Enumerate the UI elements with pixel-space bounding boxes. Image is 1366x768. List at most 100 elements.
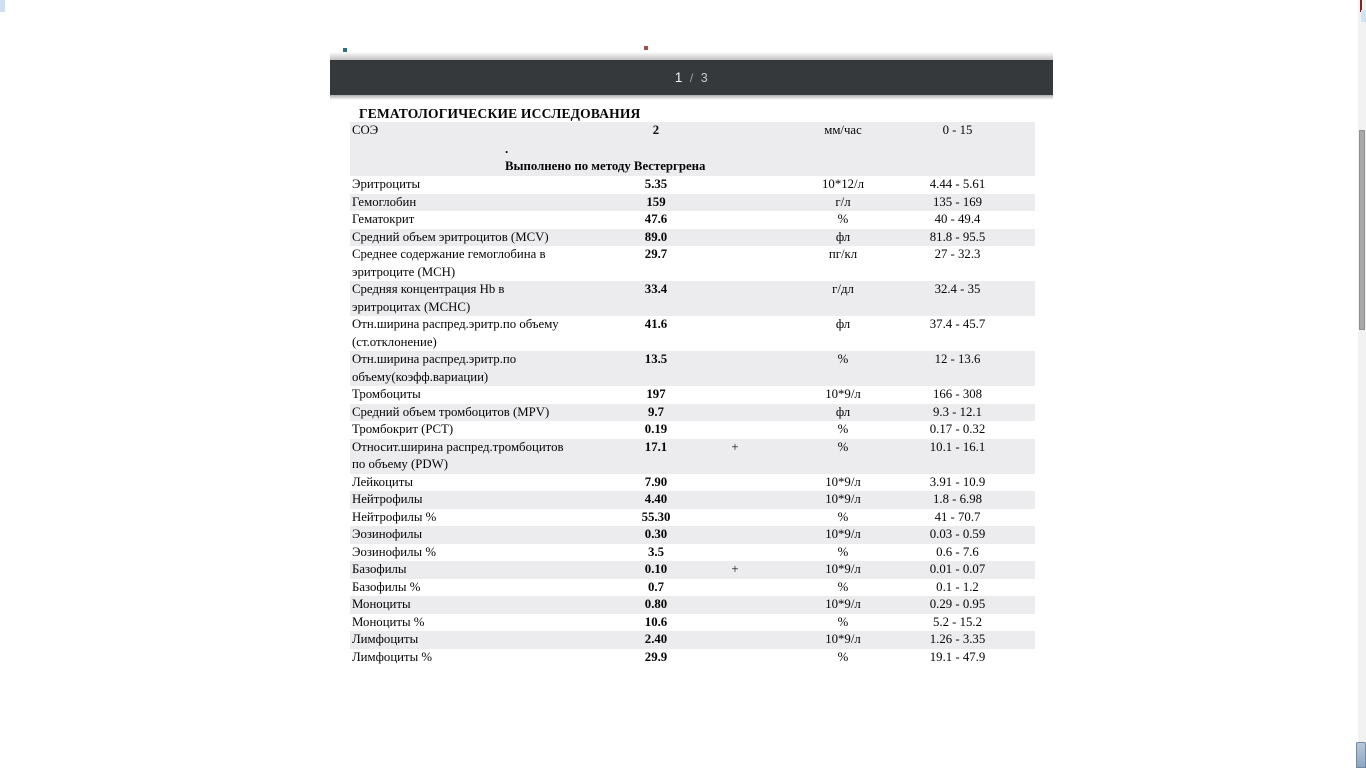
cell-parameter: Тромбоциты xyxy=(352,387,421,401)
cell-value: 47.6 xyxy=(644,212,668,226)
cell-flag xyxy=(726,404,744,422)
cell-value: 89.0 xyxy=(644,229,668,244)
cell-value: 3.5 xyxy=(648,544,664,559)
cell-unit: пг/кл xyxy=(828,247,858,261)
cell-value: 5.35 xyxy=(644,177,668,191)
page-top-edge xyxy=(330,52,1053,60)
cell-flag xyxy=(726,246,744,281)
cell-parameter: Лейкоциты xyxy=(352,474,413,489)
cell-unit: % xyxy=(837,352,849,366)
cell-range: 0.17 - 0.32 xyxy=(929,422,986,436)
cell-unit: % xyxy=(837,439,849,454)
table-row: Отн.ширина распред.эритр.по объему (ст.о… xyxy=(350,316,1035,351)
cell-value: 2.40 xyxy=(644,632,668,646)
cell-range: 1.26 - 3.35 xyxy=(929,632,986,646)
cell-range: 32.4 - 35 xyxy=(934,282,981,296)
cell-range: 135 - 169 xyxy=(932,194,983,209)
cell-parameter: Нейтрофилы xyxy=(352,492,423,506)
table-row: Лимфоциты 2.40 10*9/л 1.26 - 3.35 xyxy=(350,631,1035,649)
cell-flag: + xyxy=(731,562,739,576)
cell-unit: 10*9/л xyxy=(825,474,861,489)
cell-parameter: Гемоглобин xyxy=(352,194,417,209)
artifact-dot-teal xyxy=(343,48,347,52)
cell-flag xyxy=(726,194,744,212)
cell-range: 9.3 - 12.1 xyxy=(932,404,983,419)
cell-range: 19.1 - 47.9 xyxy=(929,649,986,664)
cell-range: 0.01 - 0.07 xyxy=(929,562,986,576)
toolbar-shadow xyxy=(330,95,1053,100)
cell-value: 55.30 xyxy=(641,509,671,524)
scrollbar-top-chip xyxy=(1361,10,1366,22)
scrollbar-bottom-button[interactable] xyxy=(1356,742,1366,768)
cell-range: 0.29 - 0.95 xyxy=(929,597,986,611)
cell-parameter: Моноциты % xyxy=(352,614,425,629)
cell-range: 3.91 - 10.9 xyxy=(929,474,986,489)
cell-parameter: Моноциты xyxy=(352,597,411,611)
cell-unit: 10*9/л xyxy=(825,387,861,401)
cell-value: 0.10 xyxy=(644,562,668,576)
table-row: Эозинофилы 0.30 10*9/л 0.03 - 0.59 xyxy=(350,526,1035,544)
cell-flag xyxy=(726,491,744,509)
cell-unit: 10*9/л xyxy=(825,527,861,541)
page-total: 3 xyxy=(700,71,709,85)
document-title: ГЕМАТОЛОГИЧЕСКИЕ ИССЛЕДОВАНИЯ xyxy=(359,106,641,121)
cell-unit: фл xyxy=(835,317,851,331)
cell-unit: фл xyxy=(835,404,851,419)
cell-unit: 10*9/л xyxy=(825,632,861,646)
scrollbar-track[interactable] xyxy=(1358,0,1366,768)
table-row: Среднее содержание гемоглобина в эритроц… xyxy=(350,246,1035,281)
cell-range: 5.2 - 15.2 xyxy=(932,614,983,629)
cell-value: 0.30 xyxy=(644,527,668,541)
cell-unit: % xyxy=(837,544,849,559)
cell-parameter: СОЭ xyxy=(352,123,379,137)
table-row: Базофилы % 0.7 % 0.1 - 1.2 xyxy=(350,579,1035,597)
cell-flag xyxy=(726,526,744,544)
cell-parameter: Отн.ширина распред.эритр.по объему(коэфф… xyxy=(352,352,517,384)
cell-range: 27 - 32.3 xyxy=(934,247,981,261)
cell-range: 81.8 - 95.5 xyxy=(929,229,986,244)
table-row: Тромбокрит (PCT) 0.19 % 0.17 - 0.32 xyxy=(350,421,1035,439)
cell-parameter: Эритроциты xyxy=(352,177,421,191)
cell-unit: г/дл xyxy=(832,282,854,296)
cell-parameter: Эозинофилы % xyxy=(352,544,436,559)
cell-unit: 10*9/л xyxy=(825,562,861,576)
table-row: Средний объем эритроцитов (MCV) 89.0 фл … xyxy=(350,228,1035,246)
cell-range: 40 - 49.4 xyxy=(934,212,981,226)
cell-flag xyxy=(726,631,744,649)
cell-range: 0.03 - 0.59 xyxy=(929,527,986,541)
cell-range: 1.8 - 6.98 xyxy=(932,492,983,506)
table-row: Гематокрит 47.6 % 40 - 49.4 xyxy=(350,211,1035,229)
cell-unit: мм/час xyxy=(824,123,862,137)
results-table-rows: Эритроциты 5.35 10*12/л 4.44 - 5.61 Гемо… xyxy=(350,176,1035,666)
cell-unit: 10*9/л xyxy=(825,597,861,611)
page-separator: / xyxy=(689,71,694,85)
cell-unit: % xyxy=(837,579,849,594)
cell-flag xyxy=(726,421,744,439)
cell-unit: % xyxy=(837,509,849,524)
window-artifact-chip xyxy=(0,0,5,12)
cell-parameter: Гематокрит xyxy=(352,212,415,226)
cell-parameter: Среднее содержание гемоглобина в эритроц… xyxy=(352,247,546,279)
cell-value: 13.5 xyxy=(644,352,668,366)
table-row: Моноциты % 10.6 % 5.2 - 15.2 xyxy=(350,614,1035,632)
soe-block: СОЭ 2 мм/час 0 - 15 . Выполнено по метод… xyxy=(350,122,1035,176)
table-row: Лимфоциты % 29.9 % 19.1 - 47.9 xyxy=(350,649,1035,667)
cell-parameter: Средний объем тромбоцитов (MPV) xyxy=(352,404,550,419)
cell-unit: % xyxy=(837,422,849,436)
table-row: Нейтрофилы % 55.30 % 41 - 70.7 xyxy=(350,509,1035,527)
cell-value: 0.7 xyxy=(648,579,664,594)
table-row: Нейтрофилы 4.40 10*9/л 1.8 - 6.98 xyxy=(350,491,1035,509)
soe-dot: . xyxy=(505,142,509,156)
cell-parameter: Средняя концентрация Hb в эритроцитах (M… xyxy=(352,282,505,314)
table-row: Относит.ширина распред.тромбоцитов по об… xyxy=(350,438,1035,474)
table-row: Средняя концентрация Hb в эритроцитах (M… xyxy=(350,281,1035,316)
cell-flag: + xyxy=(731,439,739,454)
cell-parameter: Лимфоциты % xyxy=(352,649,433,664)
cell-flag xyxy=(726,211,744,229)
table-row: Эозинофилы % 3.5 % 0.6 - 7.6 xyxy=(350,544,1035,562)
cell-flag xyxy=(726,544,744,562)
cell-value: 9.7 xyxy=(648,404,664,419)
cell-range: 166 - 308 xyxy=(932,387,983,401)
scrollbar-thumb[interactable] xyxy=(1359,130,1365,330)
cell-parameter: Эозинофилы xyxy=(352,527,423,541)
